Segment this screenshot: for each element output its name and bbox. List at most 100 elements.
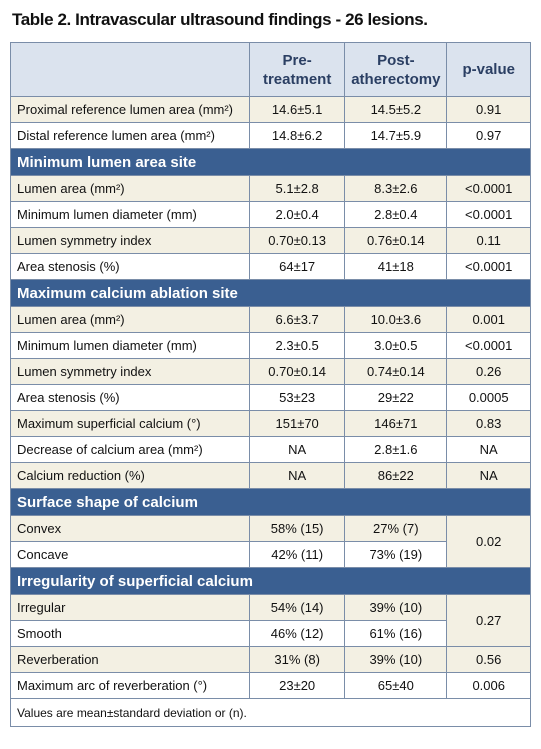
row-label: Lumen area (mm²) [9,306,251,333]
table-title: Table 2. Intravascular ultrasound findin… [12,10,428,29]
row-label: Calcium reduction (%) [9,462,251,489]
value-cell: 0.27 [446,594,531,647]
value-cell: 0.83 [446,410,531,437]
value-cell: 42% (11) [249,541,346,568]
data-row: Lumen area (mm²) 5.1±2.8 8.3±2.6 <0.0001 [9,175,531,202]
data-row: Decrease of calcium area (mm²) NA 2.8±1.6 N… [9,436,531,463]
row-label: Concave [9,541,251,568]
row-label: Lumen area (mm²) [9,175,251,202]
value-cell: 0.74±0.14 [344,358,448,385]
value-cell: <0.0001 [446,201,531,228]
row-label: Lumen symmetry index [9,358,251,385]
data-row: Maximum arc of reverberation (°) 23±20 65±… [9,672,531,699]
value-cell: 41±18 [344,253,448,280]
data-row: Minimum lumen diameter (mm) 2.0±0.4 2.8±0.… [9,201,531,228]
value-cell: NA [249,436,346,463]
value-cell: 2.8±0.4 [344,201,448,228]
header-cell: Pre-treatment [249,42,346,97]
value-cell: 0.56 [446,646,531,673]
data-row: Area stenosis (%) 53±23 29±22 0.0005 [9,384,531,411]
value-cell: 64±17 [249,253,346,280]
value-cell: 14.6±5.1 [249,96,346,123]
data-row: Distal reference lumen area (mm²) 14.8±6.… [9,122,531,149]
data-row: Lumen symmetry index 0.70±0.14 0.74±0.14 0.… [9,358,531,385]
value-cell: 151±70 [249,410,346,437]
data-row: Maximum superficial calcium (°) 151±70 146… [9,410,531,437]
value-cell: 0.11 [446,227,531,254]
value-cell: 2.0±0.4 [249,201,346,228]
section-row: Minimum lumen area site [10,148,531,176]
row-label: Convex [9,515,251,542]
value-cell: 146±71 [344,410,448,437]
data-row: Minimum lumen diameter (mm) 2.3±0.5 3.0±0.… [9,332,531,359]
value-cell: NA [446,462,531,489]
value-cell: 0.91 [446,96,531,123]
section-title: Maximum calcium ablation site [10,279,531,307]
value-cell: 39% (10) [344,594,448,621]
data-row: Lumen area (mm²) 6.6±3.7 10.0±3.6 0.001 [9,306,531,333]
value-cell: 0.001 [446,306,531,333]
value-cell: 39% (10) [344,646,448,673]
row-label: Distal reference lumen area (mm²) [9,122,251,149]
footnote-row: Values are mean±standard deviation or (n… [10,698,531,727]
data-row: Calcium reduction (%) NA 86±22 NA [9,462,531,489]
value-cell: 27% (7) [344,515,448,542]
value-cell: <0.0001 [446,332,531,359]
row-label: Minimum lumen diameter (mm) [9,332,251,359]
section-row: Maximum calcium ablation site [10,279,531,307]
value-cell: 8.3±2.6 [344,175,448,202]
header-cell [9,42,251,97]
value-cell: <0.0001 [446,253,531,280]
row-label: Area stenosis (%) [9,253,251,280]
section-title: Surface shape of calcium [10,488,531,516]
value-cell: 54% (14) [249,594,346,621]
value-cell: 73% (19) [344,541,448,568]
row-label: Lumen symmetry index [9,227,251,254]
row-label: Irregular [9,594,251,621]
value-cell: 6.6±3.7 [249,306,346,333]
row-label: Reverberation [9,646,251,673]
row-label: Decrease of calcium area (mm²) [9,436,251,463]
value-cell: 0.26 [446,358,531,385]
row-label: Smooth [9,620,251,647]
value-cell: 31% (8) [249,646,346,673]
value-cell: 14.7±5.9 [344,122,448,149]
header-cell: p-value [446,42,531,97]
row-label: Area stenosis (%) [9,384,251,411]
value-cell: 3.0±0.5 [344,332,448,359]
section-row: Surface shape of calcium [10,488,531,516]
data-row: Lumen symmetry index 0.70±0.13 0.76±0.14 0.… [9,227,531,254]
value-cell: 46% (12) [249,620,346,647]
data-row: Concave 42% (11) 73% (19) [9,541,531,568]
header-row: Pre-treatment Post-atherectomy p-value [9,42,531,97]
value-cell: 0.97 [446,122,531,149]
value-cell: 65±40 [344,672,448,699]
header-cell: Post-atherectomy [344,42,448,97]
value-cell: 0.70±0.13 [249,227,346,254]
value-cell: 0.006 [446,672,531,699]
findings-table: Pre-treatment Post-atherectomy p-value Prox… [9,42,531,727]
value-cell: 0.76±0.14 [344,227,448,254]
value-cell: 14.5±5.2 [344,96,448,123]
value-cell: 61% (16) [344,620,448,647]
value-cell: <0.0001 [446,175,531,202]
value-cell: 0.70±0.14 [249,358,346,385]
value-cell: 5.1±2.8 [249,175,346,202]
value-cell: 53±23 [249,384,346,411]
row-label: Minimum lumen diameter (mm) [9,201,251,228]
data-row: Proximal reference lumen area (mm²) 14.6±… [9,96,531,123]
value-cell: 23±20 [249,672,346,699]
row-label: Maximum superficial calcium (°) [9,410,251,437]
value-cell: 29±22 [344,384,448,411]
value-cell: 86±22 [344,462,448,489]
value-cell: NA [249,462,346,489]
footnote: Values are mean±standard deviation or (n… [10,698,531,727]
value-cell: 2.3±0.5 [249,332,346,359]
data-row: Area stenosis (%) 64±17 41±18 <0.0001 [9,253,531,280]
section-row: Irregularity of superficial calcium [10,567,531,595]
data-row: Smooth 46% (12) 61% (16) [9,620,531,647]
data-row: Irregular 54% (14) 39% (10) 0.27 [9,594,531,647]
value-cell: NA [446,436,531,463]
